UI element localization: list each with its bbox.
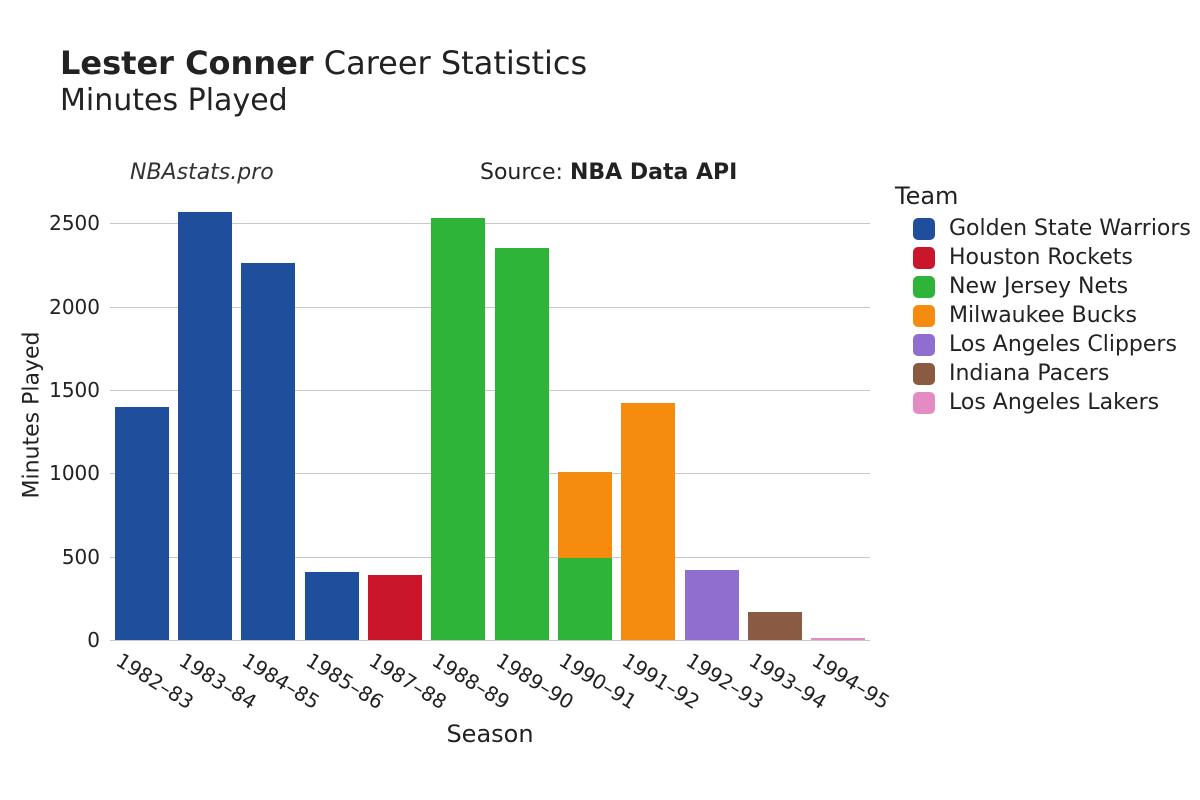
legend-label: Golden State Warriors (949, 216, 1191, 241)
bar-segment (241, 263, 295, 640)
y-tick-label: 2000 (49, 295, 100, 319)
bar-segment (178, 212, 232, 640)
bar-segment (495, 248, 549, 640)
y-tick-label: 1000 (49, 461, 100, 485)
watermark: NBAstats.pro (130, 160, 274, 185)
legend-item: Golden State Warriors (913, 216, 1191, 241)
bar: 1990–91 (558, 190, 612, 640)
legend-label: New Jersey Nets (949, 274, 1128, 299)
legend-item: Indiana Pacers (913, 361, 1191, 386)
chart-title-block: Lester Conner Career Statistics Minutes … (60, 44, 587, 120)
source-label: Source: NBA Data API (480, 160, 737, 185)
legend-swatch (913, 392, 935, 414)
bar-segment (811, 638, 865, 641)
bar: 1993–94 (748, 190, 802, 640)
legend-item: Houston Rockets (913, 245, 1191, 270)
source-name: NBA Data API (570, 160, 737, 185)
legend-label: Indiana Pacers (949, 361, 1109, 386)
legend-label: Houston Rockets (949, 245, 1133, 270)
bar-segment (368, 575, 422, 640)
bar-segment (748, 612, 802, 640)
bar-segment (115, 407, 169, 640)
page: Lester Conner Career Statistics Minutes … (0, 0, 1200, 800)
legend-swatch (913, 276, 935, 298)
legend-title: Team (895, 182, 1191, 210)
bar: 1983–84 (178, 190, 232, 640)
y-tick-label: 500 (62, 545, 100, 569)
plot-area: 050010001500200025001982–831983–841984–8… (110, 190, 870, 641)
bar: 1987–88 (368, 190, 422, 640)
y-tick-label: 1500 (49, 378, 100, 402)
legend-label: Los Angeles Lakers (949, 390, 1159, 415)
bar: 1985–86 (305, 190, 359, 640)
bar-segment (685, 570, 739, 640)
bar-segment (431, 218, 485, 640)
y-tick-label: 2500 (49, 211, 100, 235)
legend-item: Los Angeles Lakers (913, 390, 1191, 415)
legend-label: Milwaukee Bucks (949, 303, 1137, 328)
bar-segment (558, 558, 612, 640)
bar-segment (558, 472, 612, 559)
legend-swatch (913, 247, 935, 269)
legend-swatch (913, 363, 935, 385)
bar: 1992–93 (685, 190, 739, 640)
legend-item: New Jersey Nets (913, 274, 1191, 299)
title-rest: Career Statistics (324, 44, 587, 82)
legend-item: Milwaukee Bucks (913, 303, 1191, 328)
chart-subtitle: Minutes Played (60, 82, 587, 120)
bar-segment (621, 403, 675, 640)
x-axis-title: Season (446, 720, 533, 748)
legend-swatch (913, 305, 935, 327)
bar: 1984–85 (241, 190, 295, 640)
source-prefix: Source: (480, 160, 570, 185)
legend: Team Golden State Warriors Houston Rocket… (895, 182, 1191, 419)
chart-title: Lester Conner Career Statistics (60, 44, 587, 82)
legend-item: Los Angeles Clippers (913, 332, 1191, 357)
bar: 1989–90 (495, 190, 549, 640)
legend-swatch (913, 218, 935, 240)
y-tick-label: 0 (87, 628, 100, 652)
bar: 1982–83 (115, 190, 169, 640)
gridline (110, 640, 870, 641)
bar: 1991–92 (621, 190, 675, 640)
legend-label: Los Angeles Clippers (949, 332, 1177, 357)
bar-segment (305, 572, 359, 640)
y-axis-title: Minutes Played (20, 332, 45, 499)
bar: 1994–95 (811, 190, 865, 640)
player-name: Lester Conner (60, 44, 314, 82)
bar: 1988–89 (431, 190, 485, 640)
legend-swatch (913, 334, 935, 356)
